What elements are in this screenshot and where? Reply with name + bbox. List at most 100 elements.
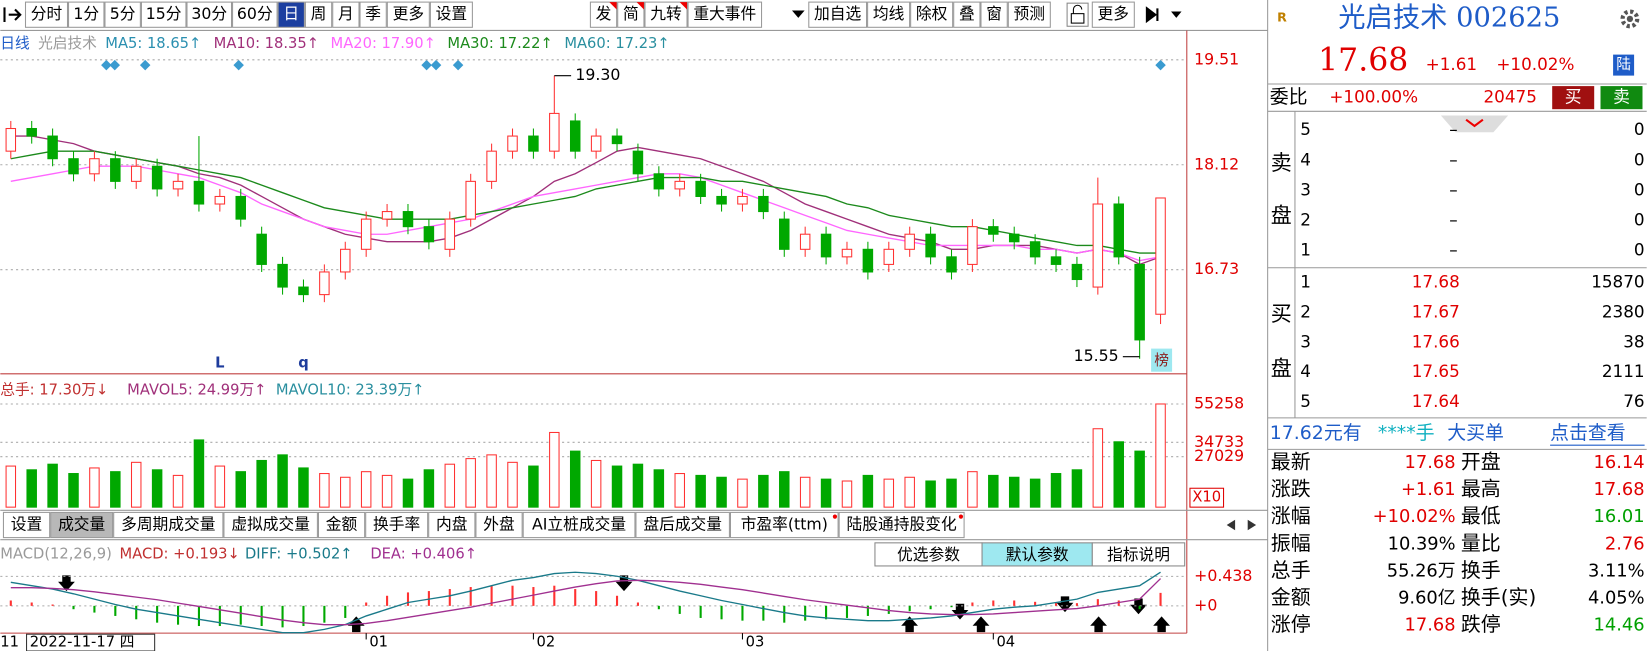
scroll-handle[interactable] (1440, 115, 1509, 133)
settings-icon[interactable] (1620, 9, 1640, 29)
volume-bar (1113, 441, 1124, 508)
toolbar-label[interactable]: 月 (338, 4, 354, 23)
toolbar-button[interactable] (953, 1, 981, 28)
toolbar-button[interactable] (1091, 1, 1135, 28)
toolbar-label[interactable]: 60分 (237, 4, 273, 23)
y-tick-label: 27029 (1194, 446, 1244, 465)
tab[interactable] (365, 511, 429, 539)
date-label: 03 (746, 634, 765, 651)
tab[interactable] (317, 511, 366, 539)
toolbar-button[interactable] (359, 1, 387, 28)
big-order[interactable]: 点击查看 (1550, 422, 1626, 444)
toolbar-button[interactable] (644, 1, 688, 28)
tab[interactable] (223, 511, 318, 539)
tab[interactable] (838, 511, 965, 539)
toolbar-label[interactable]: 更多 (1098, 4, 1129, 23)
tab[interactable] (50, 511, 114, 539)
candle-body (841, 248, 853, 258)
sell-label[interactable]: 卖 (1613, 87, 1630, 107)
tab-label[interactable]: 陆股通持股变化 (847, 515, 957, 534)
tab-label[interactable]: 内盘 (436, 515, 468, 534)
toolbar-label[interactable]: 预测 (1014, 4, 1045, 23)
toolbar-label[interactable]: 分时 (31, 4, 63, 23)
toolbar-label[interactable]: 均线 (873, 4, 905, 23)
toolbar-button[interactable] (104, 1, 141, 28)
toolbar-label[interactable]: 加自选 (814, 4, 861, 23)
tab-label[interactable]: 金额 (326, 515, 358, 534)
toolbar-label[interactable]: 除权 (916, 4, 948, 23)
toolbar-button[interactable] (617, 1, 645, 28)
buy-label[interactable]: 买 (1565, 87, 1582, 107)
collapse-icon[interactable] (3, 7, 22, 23)
candle-body (193, 180, 205, 205)
tab[interactable] (635, 511, 730, 539)
toolbar-button[interactable] (24, 1, 69, 28)
toolbar-button[interactable] (910, 1, 954, 28)
param-label[interactable]: 优选参数 (897, 545, 960, 564)
toolbar-label[interactable]: 30分 (191, 4, 227, 23)
tab-label[interactable]: 多周期成交量 (121, 515, 216, 534)
tab-label[interactable]: 盘后成交量 (643, 515, 722, 534)
toolbar-label[interactable]: 发 (596, 4, 612, 23)
tab-label[interactable]: 成交量 (58, 515, 105, 534)
scroll-arrow[interactable] (1465, 118, 1484, 128)
toolbar-button[interactable] (232, 1, 278, 28)
toolbar-button[interactable] (687, 1, 763, 28)
annotation-label: 15.55 (1074, 346, 1119, 365)
param-label[interactable]: 默认参数 (1006, 545, 1069, 564)
toolbar-label[interactable]: 15分 (146, 4, 182, 23)
tab-label[interactable]: 设置 (11, 515, 42, 534)
nav-icon[interactable] (1145, 6, 1182, 24)
tab[interactable] (729, 511, 839, 539)
tab[interactable] (475, 511, 523, 539)
toolbar-label[interactable]: 窗 (986, 4, 1002, 23)
tab-label[interactable]: 市盈率(ttm) (741, 515, 828, 534)
toolbar-label[interactable]: 更多 (393, 4, 424, 23)
toolbar-label[interactable]: 简 (623, 4, 639, 23)
toolbar-button[interactable] (429, 1, 473, 28)
toolbar-label[interactable]: 设置 (436, 4, 467, 23)
tab-label[interactable]: 虚拟成交量 (231, 515, 310, 534)
toolbar-button[interactable] (68, 1, 105, 28)
y-tick-label: 18.12 (1194, 154, 1239, 173)
lock-icon[interactable] (1066, 2, 1089, 27)
toolbar-button[interactable] (808, 1, 868, 28)
toolbar-button[interactable] (980, 1, 1008, 28)
toolbar-label[interactable]: 日 (283, 4, 299, 23)
toolbar-label[interactable]: 5分 (110, 4, 136, 23)
tab[interactable] (428, 511, 476, 539)
toolbar-button[interactable] (186, 1, 233, 28)
sell-button[interactable] (1600, 86, 1643, 110)
toolbar-button[interactable] (277, 1, 305, 28)
toolbar-button[interactable] (589, 1, 618, 28)
toolbar-label[interactable]: 周 (311, 4, 327, 23)
dropdown-icon[interactable] (792, 10, 805, 18)
stock-name: 光启技术 002625 (1338, 2, 1560, 33)
tab-label[interactable]: 外盘 (483, 515, 515, 534)
tab-label[interactable]: AI立桩成交量 (532, 515, 626, 534)
volume-bar (799, 476, 811, 508)
toolbar-label[interactable]: 重大事件 (693, 4, 756, 23)
tab-label[interactable]: 换手率 (373, 515, 420, 534)
ask-price: – (1449, 149, 1457, 169)
toolbar-button[interactable] (1007, 1, 1051, 28)
param-button[interactable] (1091, 542, 1186, 567)
toolbar-button[interactable] (867, 1, 911, 28)
tab[interactable] (2, 511, 51, 539)
toolbar-label[interactable]: 叠 (959, 4, 975, 23)
tab-scroll[interactable] (1226, 519, 1257, 531)
toolbar-label[interactable]: 九转 (650, 4, 682, 23)
y-tick-label: 16.73 (1194, 259, 1239, 278)
toolbar-button[interactable] (304, 1, 333, 28)
stat-value: 17.68 (1405, 452, 1456, 473)
candle-body (298, 286, 309, 296)
tab[interactable] (522, 511, 636, 539)
tab[interactable] (113, 511, 224, 539)
buy-button[interactable] (1552, 86, 1595, 110)
param-label[interactable]: 指标说明 (1107, 545, 1170, 564)
toolbar-label[interactable]: 季 (365, 4, 381, 23)
toolbar-button[interactable] (140, 1, 187, 28)
toolbar-button[interactable] (386, 1, 430, 28)
toolbar-label[interactable]: 1分 (73, 4, 99, 23)
toolbar-button[interactable] (332, 1, 360, 28)
